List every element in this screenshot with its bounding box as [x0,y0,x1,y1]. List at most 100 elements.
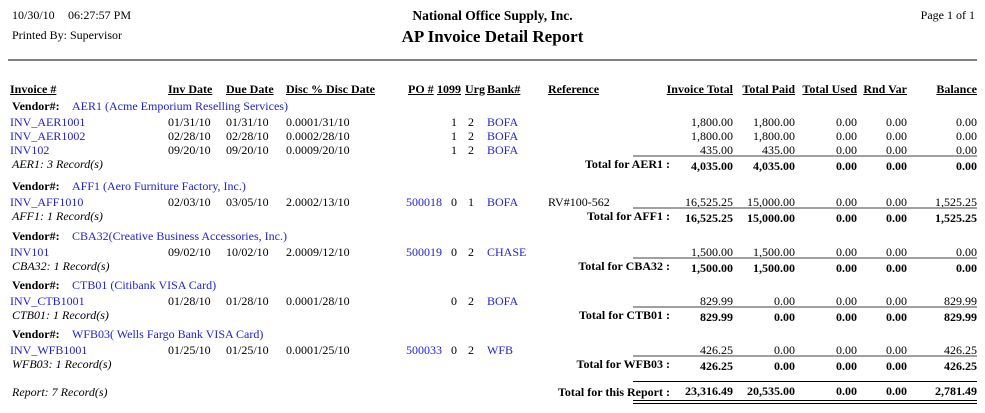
bank-link[interactable]: BOFA [487,129,519,143]
balance: 0.00 [956,245,977,259]
vendor-total-row-cba32: CBA32: 1 Record(s) Total for CBA32 : 1,5… [0,257,985,275]
invoice-number-link[interactable]: INV102 [10,143,50,157]
bank-link[interactable]: WFB [487,343,514,357]
disc-pct-date: 0.0001/28/10 [286,294,350,308]
vendor-total-paid: 4,035.00 [713,155,795,174]
vendor-total-balance: 426.25 [885,355,977,374]
vendor-total-paid: 1,500.00 [713,257,795,276]
balance: 0.00 [956,115,977,129]
report-total-label: Total for this Report : [558,385,670,399]
balance: 426.25 [944,343,977,357]
invoice-number-link[interactable]: INV_AER1002 [10,129,86,143]
total-used: 0.00 [836,343,857,357]
vendor-total-paid: 0.00 [713,306,795,325]
vendor-total-label: Total for WFB03 : [576,357,670,371]
vendor-label: Vendor#: [12,99,60,113]
total-paid: 15,000.00 [747,195,795,209]
flag-1099: 0 [451,195,457,209]
vendor-header-aer1: Vendor#: AER1 (Acme Emporium Reselling S… [0,99,985,114]
inv-date: 02/03/10 [168,195,211,209]
rnd-var: 0.00 [886,143,907,157]
vendor-name-link[interactable]: CBA32(Creative Business Accessories, Inc… [72,229,287,243]
invoice-number-link[interactable]: INV_AER1001 [10,115,86,129]
col-po: PO # [408,82,434,96]
vendor-name-link[interactable]: CTB01 (Citibank VISA Card) [72,278,217,292]
page-header-line-1: 10/30/10 06:27:57 PM National Office Sup… [0,8,985,23]
invoice-row: INV102 09/20/10 09/20/10 0.0009/20/10 1 … [0,143,985,158]
urgency: 1 [468,195,474,209]
col-reference: Reference [548,82,600,96]
flag-1099: 0 [451,294,457,308]
po-number-link[interactable]: 500033 [406,343,442,357]
col-1099: 1099 [437,82,461,96]
vendor-record-count: AER1: 3 Record(s) [12,157,103,171]
vendor-total-row-ctb01: CTB01: 1 Record(s) Total for CTB01 : 829… [0,306,985,324]
col-due-date: Due Date [226,82,274,96]
vendor-record-count: CTB01: 1 Record(s) [12,308,109,322]
invoice-total: 16,525.25 [685,195,733,209]
bank-link[interactable]: BOFA [487,115,519,129]
invoice-total: 829.99 [700,294,733,308]
total-used: 0.00 [836,143,857,157]
vendor-total-balance: 1,525.25 [885,207,977,226]
vendor-header-aff1: Vendor#: AFF1 (Aero Furniture Factory, I… [0,179,985,194]
invoice-number-link[interactable]: INV101 [10,245,50,259]
invoice-number-link[interactable]: INV_AFF1010 [10,195,84,209]
disc-pct-date: 0.0009/20/10 [286,143,350,157]
rnd-var: 0.00 [886,294,907,308]
bank-link[interactable]: CHASE [487,245,527,259]
col-total-used: Total Used [802,82,857,96]
vendor-total-invoice-total: 426.25 [633,355,733,374]
total-used: 0.00 [836,245,857,259]
vendor-header-wfb03: Vendor#: WFB03( Wells Fargo Bank VISA Ca… [0,327,985,342]
total-used: 0.00 [836,115,857,129]
col-balance: Balance [936,82,977,96]
invoice-total: 1,800.00 [691,129,733,143]
col-bank: Bank# [487,82,521,96]
vendor-total-invoice-total: 4,035.00 [633,155,733,174]
disc-pct-date: 0.0001/25/10 [286,343,350,357]
vendor-name-link[interactable]: AFF1 (Aero Furniture Factory, Inc.) [72,179,246,193]
balance: 0.00 [956,143,977,157]
invoice-total: 435.00 [700,143,733,157]
flag-1099: 0 [451,245,457,259]
total-used: 0.00 [836,195,857,209]
due-date: 01/31/10 [226,115,269,129]
invoice-number-link[interactable]: INV_CTB1001 [10,294,85,308]
bank-link[interactable]: BOFA [487,294,519,308]
vendor-total-row-wfb03: WFB03: 1 Record(s) Total for WFB03 : 426… [0,355,985,373]
vendor-total-used: 0.00 [775,257,857,276]
due-date: 01/28/10 [226,294,269,308]
vendor-total-label: Total for AER1 : [584,157,670,171]
vendor-total-invoice-total: 829.99 [633,306,733,325]
column-header-row: Invoice # Inv Date Due Date Disc % Disc … [0,82,985,97]
urgency: 2 [468,245,474,259]
invoice-row: INV_CTB1001 01/28/10 01/28/10 0.0001/28/… [0,294,985,309]
vendor-total-used: 0.00 [775,355,857,374]
urgency: 2 [468,129,474,143]
bank-link[interactable]: BOFA [487,195,519,209]
vendor-label: Vendor#: [12,327,60,341]
disc-pct-date: 2.0009/12/10 [286,245,350,259]
urgency: 2 [468,115,474,129]
page-header-line-2: Printed By: Supervisor [0,28,985,43]
invoice-number-link[interactable]: INV_WFB1001 [10,343,88,357]
vendor-total-invoice-total: 1,500.00 [633,257,733,276]
invoice-row: INV101 09/02/10 10/02/10 2.0009/12/10 50… [0,245,985,260]
vendor-total-label: Total for CBA32 : [578,259,670,273]
bank-link[interactable]: BOFA [487,143,519,157]
po-number-link[interactable]: 500019 [406,245,442,259]
vendor-total-balance: 0.00 [885,257,977,276]
invoice-total: 1,800.00 [691,115,733,129]
invoice-total: 426.25 [700,343,733,357]
vendor-record-count: WFB03: 1 Record(s) [12,357,112,371]
vendor-name-link[interactable]: WFB03( Wells Fargo Bank VISA Card) [72,327,264,341]
vendor-total-paid: 0.00 [713,355,795,374]
vendor-total-paid: 15,000.00 [713,207,795,226]
rnd-var: 0.00 [886,195,907,209]
urgency: 2 [468,143,474,157]
po-number-link[interactable]: 500018 [406,195,442,209]
vendor-record-count: CBA32: 1 Record(s) [12,259,110,273]
vendor-name-link[interactable]: AER1 (Acme Emporium Reselling Services) [72,99,288,113]
inv-date: 01/28/10 [168,294,211,308]
